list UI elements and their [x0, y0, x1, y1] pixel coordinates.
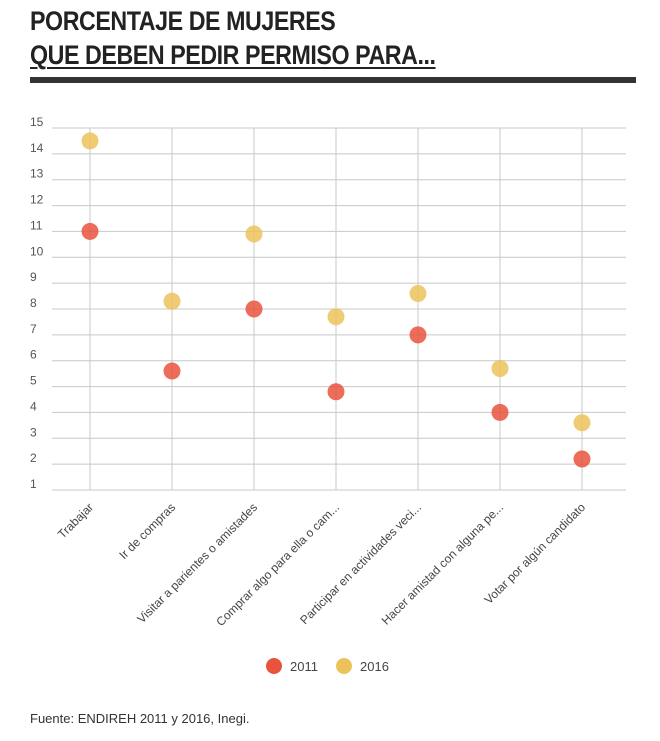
y-tick-label: 12: [30, 193, 44, 207]
legend-item-2011: 2011: [266, 658, 318, 674]
point-2011-1: [81, 222, 99, 240]
y-tick-label: 10: [30, 244, 44, 258]
y-tick-label: 7: [30, 322, 37, 336]
y-tick-label: 4: [30, 399, 37, 413]
y-tick-label: 15: [30, 115, 44, 129]
y-tick-label: 9: [30, 270, 37, 284]
point-2011-4: [327, 383, 345, 401]
point-2016-3: [245, 225, 263, 243]
point-2011-3: [245, 300, 263, 318]
source-note: Fuente: ENDIREH 2011 y 2016, Inegi.: [30, 711, 250, 726]
chart-title: PORCENTAJE DE MUJERES QUE DEBEN PEDIR PE…: [30, 4, 436, 72]
y-tick-label: 6: [30, 348, 37, 362]
point-2016-5: [409, 284, 427, 302]
legend-swatch-2011: [266, 658, 282, 674]
title-line-2: QUE DEBEN PEDIR PERMISO PARA...: [30, 40, 436, 70]
point-2011-6: [491, 403, 509, 421]
point-2011-2: [163, 362, 181, 380]
y-tick-label: 3: [30, 425, 37, 439]
y-tick-label: 5: [30, 374, 37, 388]
x-tick-label: Trabajar: [55, 500, 96, 541]
point-2016-6: [491, 359, 509, 377]
legend-label-2011: 2011: [290, 658, 318, 674]
title-line-1: PORCENTAJE DE MUJERES: [30, 6, 336, 36]
legend-label-2016: 2016: [360, 658, 389, 674]
y-tick-label: 8: [30, 296, 37, 310]
point-2016-4: [327, 308, 345, 326]
y-tick-label: 1: [30, 477, 37, 491]
y-tick-label: 13: [30, 167, 44, 181]
point-2011-7: [573, 450, 591, 468]
title-underline-rule: [30, 77, 636, 83]
y-tick-label: 14: [30, 141, 44, 155]
y-tick-label: 11: [30, 218, 43, 232]
point-2016-2: [163, 292, 181, 310]
point-2016-1: [81, 132, 99, 150]
legend-item-2016: 2016: [336, 658, 389, 674]
point-2016-7: [573, 414, 591, 432]
legend: 2011 2016: [0, 658, 660, 678]
legend-swatch-2016: [336, 658, 352, 674]
point-2011-5: [409, 326, 427, 344]
y-tick-label: 2: [30, 451, 37, 465]
x-tick-label: Ir de compras: [116, 500, 178, 562]
